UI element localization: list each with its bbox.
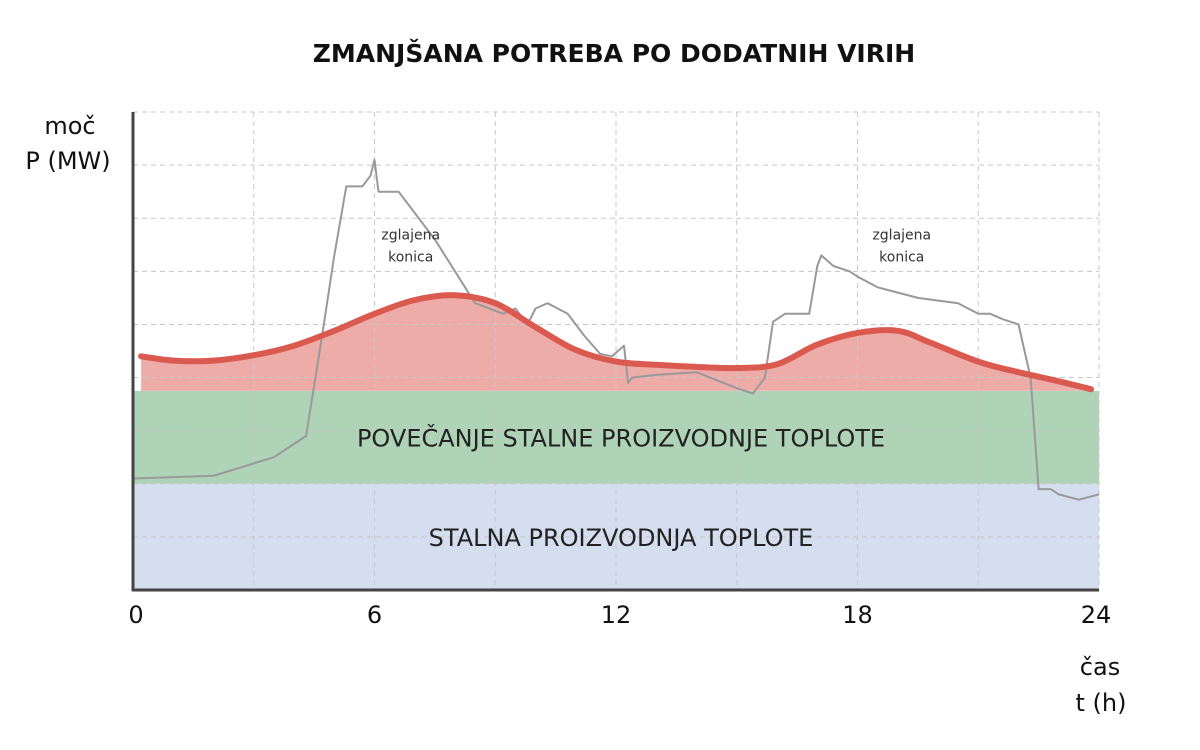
- chart-title: ZMANJŠANA POTREBA PO DODATNIH VIRIH: [313, 38, 915, 68]
- annotation-2-line-1: zglajena: [872, 227, 931, 243]
- band-label-base: STALNA PROIZVODNJA TOPLOTE: [429, 524, 814, 552]
- x-tick-label-24: 24: [1081, 601, 1112, 629]
- series-line-original: [132, 158, 1100, 501]
- y-axis-label-line2: P (MW): [25, 147, 110, 175]
- annotation-1-line-1: zglajena: [381, 227, 440, 243]
- band-labels-layer: STALNA PROIZVODNJA TOPLOTE POVEČANJE STAL…: [357, 422, 885, 552]
- series-line-reduced: [138, 292, 1094, 393]
- annotations-layer: zglajena konica zglajena konica: [381, 227, 931, 265]
- x-tick-label-0: 0: [128, 601, 143, 629]
- reduced-area-fill: [141, 295, 1092, 391]
- reduced-line-layer: [138, 292, 1094, 393]
- x-axis-label-line2: t (h): [1076, 689, 1127, 717]
- annotation-1-line-2: konica: [388, 249, 433, 265]
- tick-labels-layer: 0 6 12 18 24: [128, 601, 1111, 629]
- annotation-2-line-2: konica: [879, 249, 924, 265]
- x-tick-label-6: 6: [367, 601, 382, 629]
- band-label-increase: POVEČANJE STALNE PROIZVODNJE TOPLOTE: [357, 422, 885, 452]
- x-axis-label-line1: čas: [1080, 653, 1120, 681]
- x-tick-label-18: 18: [842, 601, 873, 629]
- reduced-area-layer: [141, 295, 1092, 391]
- grid-layer: [133, 111, 1100, 590]
- y-axis-label-line1: moč: [44, 112, 95, 140]
- x-tick-label-12: 12: [601, 601, 632, 629]
- axes-layer: [131, 112, 1099, 592]
- original-line-layer: [132, 158, 1100, 501]
